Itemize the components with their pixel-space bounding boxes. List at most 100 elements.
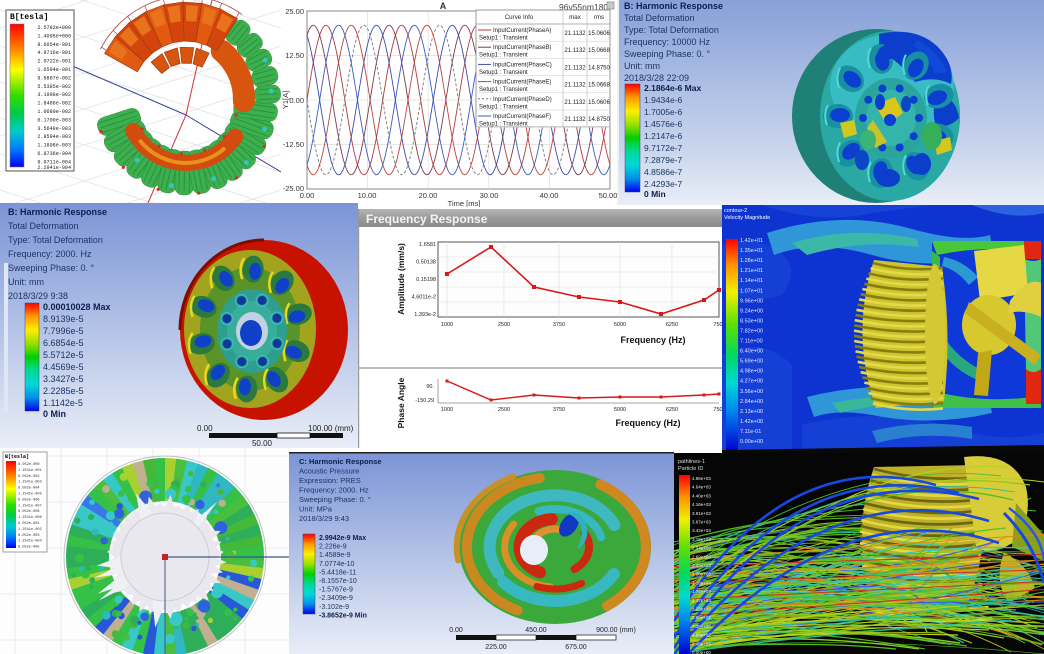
svg-text:0.00e+00: 0.00e+00 [740,439,763,445]
svg-text:21.1132: 21.1132 [564,31,586,37]
svg-text:2.226e-9: 2.226e-9 [319,544,347,551]
svg-text:Frequency: 2000. Hz: Frequency: 2000. Hz [8,249,92,259]
svg-text:Sweeping Phase: 0. °: Sweeping Phase: 0. ° [624,49,711,59]
svg-text:8.052e-008: 8.052e-008 [18,510,40,514]
svg-text:10.00: 10.00 [358,191,377,200]
svg-text:1.2541e-003: 1.2541e-003 [18,481,42,485]
svg-text:InputCurrent(PhaseC): InputCurrent(PhaseC) [493,62,552,68]
svg-text:4.9716e-001: 4.9716e-001 [37,50,71,56]
svg-text:2.69e+03: 2.69e+03 [692,554,711,559]
svg-text:1.7005e-6: 1.7005e-6 [644,107,683,117]
svg-text:C: Harmonic Response: C: Harmonic Response [299,457,382,466]
svg-text:0.50138: 0.50138 [416,260,436,266]
svg-text:Velocity Magnitude: Velocity Magnitude [724,215,770,221]
svg-text:Sweeping Phase: 0. °: Sweeping Phase: 0. ° [8,263,95,273]
svg-text:225.00: 225.00 [485,644,507,651]
svg-text:2.9942e-9 Max: 2.9942e-9 Max [319,535,366,542]
svg-text:9.24e+00: 9.24e+00 [740,308,763,314]
svg-text:1.393e-2: 1.393e-2 [414,312,436,318]
svg-text:Frequency Response: Frequency Response [366,212,488,226]
svg-text:1.2147e-6: 1.2147e-6 [644,131,683,141]
svg-text:8.052e-004: 8.052e-004 [18,487,40,491]
svg-text:21.1132: 21.1132 [564,100,586,106]
svg-text:3.3427e-5: 3.3427e-5 [43,374,84,384]
svg-text:7.11e-01: 7.11e-01 [740,429,761,435]
svg-text:9.96e+00: 9.96e+00 [740,298,763,304]
svg-text:15.0668: 15.0668 [588,83,610,89]
svg-text:21.1132: 21.1132 [564,83,586,89]
svg-text:8.9139e-5: 8.9139e-5 [43,314,84,324]
svg-text:8.052e-002: 8.052e-002 [18,475,40,479]
svg-text:B[tesla]: B[tesla] [10,13,48,22]
svg-text:Phase Angle: Phase Angle [396,377,406,428]
svg-text:7.11e+00: 7.11e+00 [740,339,763,345]
svg-text:1.2541e-002: 1.2541e-002 [18,528,42,532]
svg-text:2.94e+03: 2.94e+03 [692,546,711,551]
svg-text:7.0774e-10: 7.0774e-10 [319,561,355,568]
svg-text:1.42e+01: 1.42e+01 [740,238,763,244]
svg-text:4.27e+00: 4.27e+00 [740,379,763,385]
svg-text:1.2541e-007: 1.2541e-007 [18,504,42,508]
svg-text:-2.3409e-9: -2.3409e-9 [319,595,353,602]
svg-text:0.00: 0.00 [300,191,315,200]
svg-text:8.6054e-001: 8.6054e-001 [37,42,71,48]
svg-text:1.47e+03: 1.47e+03 [692,598,711,603]
svg-text:1.23e+03: 1.23e+03 [692,607,711,612]
svg-text:450.00: 450.00 [525,627,547,634]
svg-text:5000: 5000 [614,322,626,328]
svg-text:14.8750: 14.8750 [588,65,610,71]
svg-text:6250: 6250 [666,322,678,328]
svg-text:50.00: 50.00 [599,191,617,200]
svg-text:2.2941e-004: 2.2941e-004 [37,165,71,171]
svg-text:B: Harmonic Response: B: Harmonic Response [624,1,723,11]
svg-text:5.69e+00: 5.69e+00 [740,359,763,365]
svg-text:14.8750: 14.8750 [588,117,610,123]
svg-text:Setup1 : Transient: Setup1 : Transient [479,87,528,93]
svg-text:Total Deformation: Total Deformation [624,13,695,23]
svg-text:-1.5767e-9: -1.5767e-9 [319,587,353,594]
svg-text:2.0722e-001: 2.0722e-001 [37,59,71,65]
svg-text:25.00: 25.00 [285,7,304,16]
svg-text:3.5648e-003: 3.5648e-003 [37,126,71,132]
svg-text:1.14e+01: 1.14e+01 [740,278,763,284]
svg-text:1.21e+01: 1.21e+01 [740,268,763,274]
svg-text:2500: 2500 [498,322,510,328]
svg-text:90.: 90. [426,384,434,390]
svg-text:2.13e+00: 2.13e+00 [740,409,763,415]
svg-text:7.2879e-7: 7.2879e-7 [644,155,683,165]
svg-text:Time [ms]: Time [ms] [448,199,481,207]
svg-text:5000: 5000 [614,407,626,413]
svg-text:Setup1 : Transient: Setup1 : Transient [479,70,528,76]
svg-text:0.15198: 0.15198 [416,277,436,283]
svg-text:5.5712e-5: 5.5712e-5 [43,350,84,360]
svg-text:1.4095e+000: 1.4095e+000 [37,33,71,39]
svg-text:pathlines-1: pathlines-1 [678,459,705,465]
svg-text:1.9434e-6: 1.9434e-6 [644,95,683,105]
svg-text:Type: Total Deformation: Type: Total Deformation [8,235,103,245]
svg-text:-12.50: -12.50 [283,140,304,149]
svg-text:6.1700e-003: 6.1700e-003 [37,117,71,123]
svg-text:Curve Info: Curve Info [505,14,534,21]
svg-text:4.98e+00: 4.98e+00 [740,369,763,375]
svg-text:30.00: 30.00 [480,191,499,200]
svg-text:3750: 3750 [553,322,565,328]
svg-text:0.00: 0.00 [197,424,213,433]
svg-text:0.00: 0.00 [289,96,304,105]
svg-text:1.6581: 1.6581 [419,242,436,248]
svg-text:Unit: mm: Unit: mm [8,277,44,287]
svg-text:8.052e-006: 8.052e-006 [18,498,40,502]
svg-text:3.42e+03: 3.42e+03 [692,528,711,533]
svg-text:6.40e+00: 6.40e+00 [740,349,763,355]
svg-text:21.1132: 21.1132 [564,117,586,123]
svg-text:-25.00: -25.00 [283,184,304,193]
svg-text:3.56e+00: 3.56e+00 [740,389,763,395]
svg-text:Amplitude (mm/s): Amplitude (mm/s) [396,243,406,315]
svg-text:8.052e-003: 8.052e-003 [18,534,40,538]
svg-text:1.4589e-9: 1.4589e-9 [319,552,351,559]
svg-text:3.18e+03: 3.18e+03 [692,537,711,542]
svg-text:Sweeping Phase: 0. °: Sweeping Phase: 0. ° [299,495,371,504]
svg-text:Frequency: 10000 Hz: Frequency: 10000 Hz [624,37,711,47]
svg-text:2018/3/28 22:09: 2018/3/28 22:09 [624,73,689,83]
svg-text:100.00 (mm): 100.00 (mm) [308,424,354,433]
svg-text:6250: 6250 [666,407,678,413]
